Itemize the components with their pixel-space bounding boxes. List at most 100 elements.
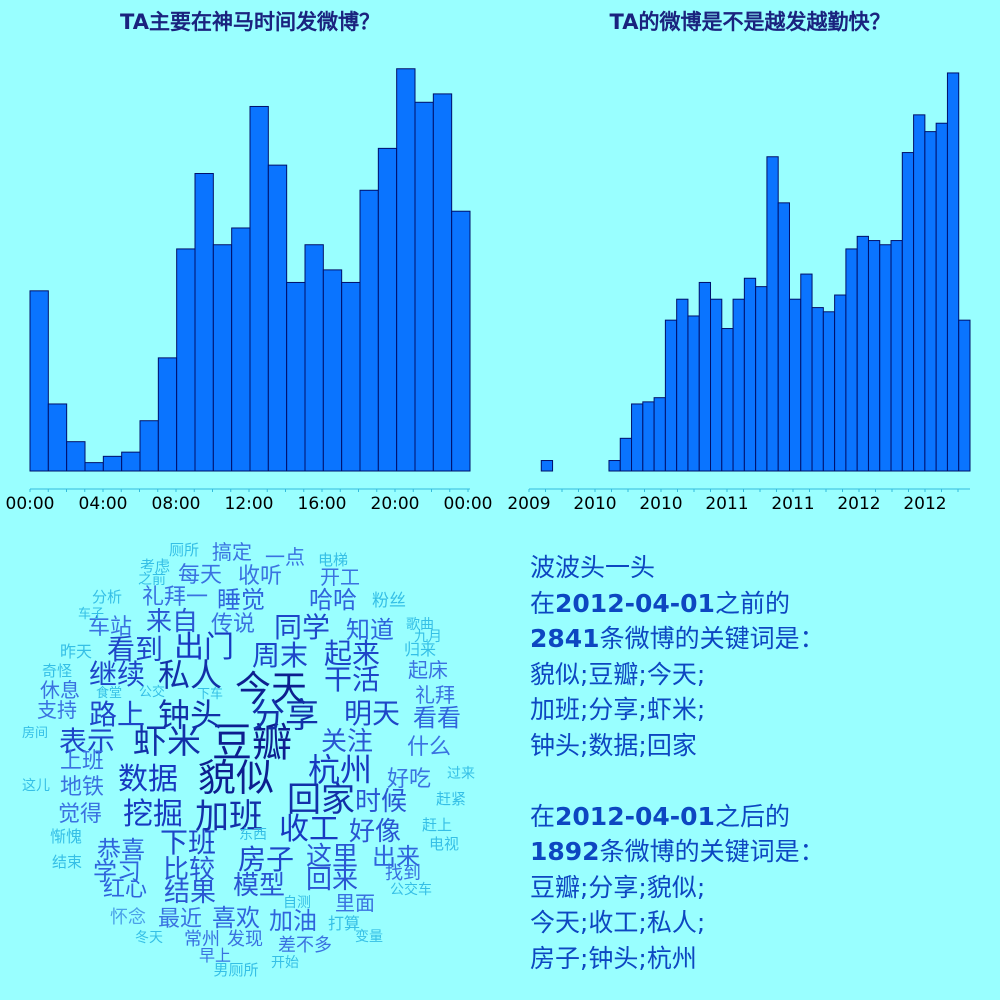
cloud-word: 结果 — [164, 878, 217, 908]
bar — [631, 403, 644, 472]
cloud-word: 今天 — [235, 669, 308, 710]
bar — [687, 315, 700, 472]
bar — [867, 240, 881, 472]
cloud-word: 自测 — [283, 895, 311, 911]
x-tick-label: 04:00 — [79, 494, 128, 514]
cloud-word: 什么 — [407, 735, 452, 760]
cloud-word: 开工 — [320, 565, 360, 589]
chart2-title: TA的微博是不是越发越勤快？ — [609, 10, 891, 34]
cloud-word: 下班 — [160, 826, 217, 859]
x-tick-label: 2010 — [573, 494, 616, 514]
cloud-word: 表示 — [59, 725, 116, 758]
cloud-word: 好吃 — [387, 767, 432, 792]
cloud-word: 昨天 — [60, 642, 93, 661]
x-tick-label: 2011 — [771, 494, 814, 514]
cloud-word: 常州 — [184, 929, 220, 950]
bar — [608, 460, 621, 472]
bar — [653, 397, 666, 472]
cloud-word: 数据 — [118, 762, 178, 797]
cloud-word: 睡觉 — [217, 586, 265, 614]
after-count-line: 1892条微博的关键词是： — [530, 837, 825, 866]
cloud-word: 电视 — [429, 834, 460, 853]
cloud-word: 开始 — [271, 955, 299, 971]
cloud-word: 杭州 — [308, 751, 373, 789]
cloud-word: 食堂 — [96, 685, 123, 701]
bar — [47, 403, 68, 472]
cloud-word: 分析 — [92, 587, 123, 606]
after-keywords-1: 豆瓣;分享;貌似; — [530, 872, 706, 902]
bar — [946, 72, 960, 472]
keyword-cloud: 豆瓣 貌似 回家 加班 今天 分享 虾米 钟头 杭州 数据 私人 收工 房子 挖掘 出门 周末 起来 干活 同学 看到… — [0, 530, 500, 1000]
cloud-word: 九月 — [414, 629, 442, 645]
cloud-word: 赶上 — [422, 815, 453, 834]
cloud-word: 豆瓣 — [212, 720, 292, 766]
cloud-word: 同学 — [274, 611, 331, 644]
cloud-word: 出来 — [372, 843, 420, 871]
x-tick-label: 12:00 — [225, 494, 274, 514]
bar — [664, 319, 678, 472]
bar — [811, 307, 824, 472]
bar — [800, 273, 813, 472]
bar — [890, 240, 903, 472]
bar — [451, 210, 471, 472]
cloud-word: 考虑 — [140, 556, 171, 575]
bar — [642, 401, 655, 472]
bar — [619, 437, 633, 472]
cloud-word: 私人 — [158, 656, 223, 694]
cloud-word: 干活 — [324, 663, 381, 696]
cloud-word: 喜欢 — [212, 904, 260, 932]
cloud-word: 模型 — [233, 871, 286, 901]
cloud-word: 起床 — [408, 658, 448, 682]
x-tick-label: 2012 — [837, 494, 880, 514]
cloud-word: 休息 — [40, 678, 80, 702]
cloud-word: 明天 — [344, 697, 401, 730]
bar — [822, 311, 836, 472]
cloud-word: 哈哈 — [309, 586, 357, 614]
cloud-word: 礼拜一 — [142, 585, 209, 610]
user-name: 波波头一头 — [530, 553, 656, 582]
cloud-word: 比较 — [163, 855, 216, 885]
bar — [732, 298, 745, 472]
cloud-word: 变量 — [355, 929, 383, 945]
bar — [913, 114, 926, 472]
cloud-word: 加油 — [269, 907, 317, 935]
cloud-word: 车站 — [88, 615, 133, 640]
cloud-word: 找到 — [385, 863, 421, 884]
cloud-word: 起来 — [324, 637, 381, 670]
date-histogram: 2009 2010 2010 2011 2011 2012 2012 — [507, 72, 971, 514]
cloud-word: 差不多 — [278, 935, 332, 956]
cloud-word: 传说 — [211, 612, 256, 637]
cloud-word: 发现 — [227, 929, 263, 950]
bar — [777, 202, 790, 472]
cloud-word: 继续 — [89, 658, 146, 691]
cloud-word: 路上 — [89, 698, 146, 731]
hour-histogram: 00:00 04:00 08:00 12:00 16:00 20:00 00:00 — [6, 68, 493, 514]
bar — [29, 290, 49, 472]
cloud-word: 打算 — [328, 914, 361, 933]
cloud-word: 结束 — [52, 852, 83, 871]
x-tick-label: 2011 — [705, 494, 748, 514]
cloud-word: 红心 — [103, 877, 148, 902]
bar — [879, 244, 892, 472]
cloud-word: 房子 — [238, 843, 295, 876]
cloud-word: 东西 — [239, 827, 267, 843]
cloud-word: 搞定 — [212, 540, 252, 564]
x-tick-label: 16:00 — [298, 494, 347, 514]
cloud-word: 这儿 — [22, 778, 50, 794]
bar — [721, 328, 734, 472]
bar — [958, 319, 971, 472]
cloud-word: 男厕所 — [213, 960, 259, 979]
cloud-word: 奇怪 — [42, 661, 73, 680]
cloud-word: 之前 — [138, 572, 166, 588]
bar — [766, 156, 779, 472]
cloud-word: 时候 — [355, 787, 408, 817]
cloud-word: 电梯 — [318, 550, 349, 569]
cloud-word: 钟头 — [158, 696, 223, 734]
cloud-word: 支持 — [37, 698, 77, 722]
cloud-word: 挖掘 — [123, 797, 183, 832]
bar — [901, 152, 915, 472]
cloud-word: 关注 — [321, 727, 374, 757]
cloud-word: 冬天 — [135, 930, 163, 946]
cloud-word: 分享 — [251, 696, 319, 736]
cloud-word: 来自 — [146, 607, 199, 637]
